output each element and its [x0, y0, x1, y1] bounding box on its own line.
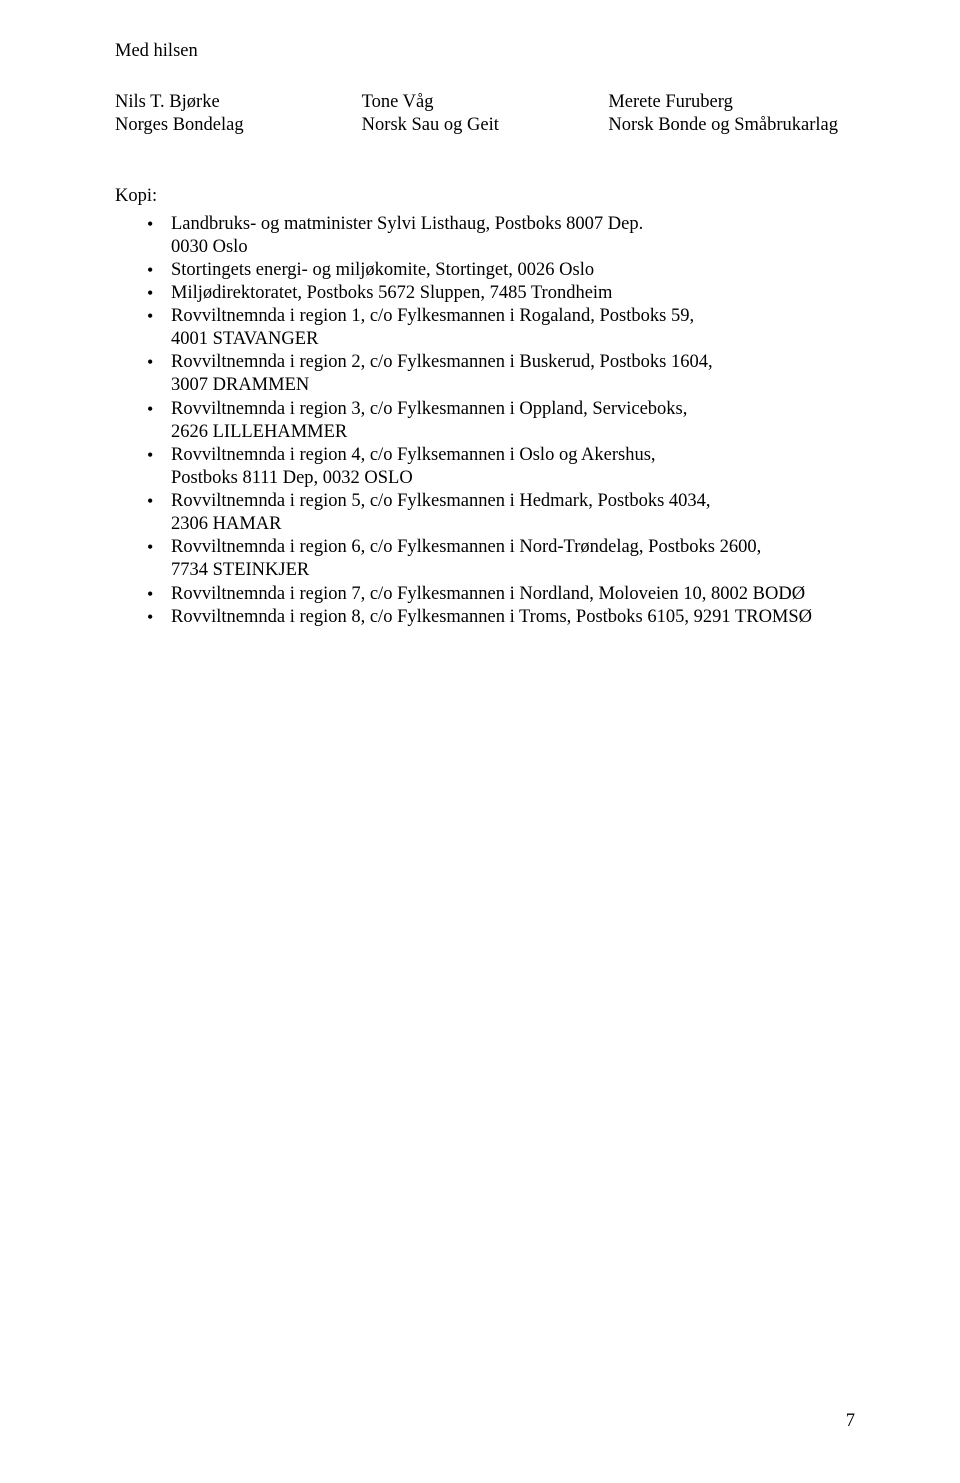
signature-block: Nils T. Bjørke Norges Bondelag Tone Våg …	[115, 91, 855, 137]
signatory-3-name: Merete Furuberg	[608, 91, 855, 114]
copy-label: Kopi:	[115, 185, 855, 208]
list-item-line: 7734 STEINKJER	[171, 559, 855, 582]
document-page: Med hilsen Nils T. Bjørke Norges Bondela…	[0, 0, 960, 1483]
signatory-3-org: Norsk Bonde og Småbrukarlag	[608, 114, 855, 137]
list-item-line: 0030 Oslo	[171, 236, 855, 259]
signatory-2-name: Tone Våg	[362, 91, 609, 114]
list-item-line: 4001 STAVANGER	[171, 328, 855, 351]
list-item: Rovviltnemnda i region 6, c/o Fylkesmann…	[147, 536, 855, 582]
list-item: Rovviltnemnda i region 8, c/o Fylkesmann…	[147, 606, 855, 629]
list-item: Rovviltnemnda i region 1, c/o Fylkesmann…	[147, 305, 855, 351]
list-item-line: Rovviltnemnda i region 4, c/o Fylksemann…	[171, 444, 855, 467]
list-item-line: 2306 HAMAR	[171, 513, 855, 536]
list-item: Landbruks- og matminister Sylvi Listhaug…	[147, 213, 855, 259]
list-item: Rovviltnemnda i region 4, c/o Fylksemann…	[147, 444, 855, 490]
list-item: Rovviltnemnda i region 7, c/o Fylkesmann…	[147, 583, 855, 606]
list-item-line: Rovviltnemnda i region 1, c/o Fylkesmann…	[171, 305, 855, 328]
list-item-line: Miljødirektoratet, Postboks 5672 Sluppen…	[171, 282, 855, 305]
signatory-1-org: Norges Bondelag	[115, 114, 362, 137]
list-item: Stortingets energi- og miljøkomite, Stor…	[147, 259, 855, 282]
list-item-line: Postboks 8111 Dep, 0032 OSLO	[171, 467, 855, 490]
signatory-1-name: Nils T. Bjørke	[115, 91, 362, 114]
list-item-line: Rovviltnemnda i region 7, c/o Fylkesmann…	[171, 583, 855, 606]
list-item-line: Rovviltnemnda i region 2, c/o Fylkesmann…	[171, 351, 855, 374]
list-item-line: Rovviltnemnda i region 3, c/o Fylkesmann…	[171, 398, 855, 421]
list-item: Rovviltnemnda i region 5, c/o Fylkesmann…	[147, 490, 855, 536]
signature-col-3: Merete Furuberg Norsk Bonde og Småbrukar…	[608, 91, 855, 137]
page-number: 7	[846, 1410, 855, 1433]
list-item-line: Stortingets energi- og miljøkomite, Stor…	[171, 259, 855, 282]
list-item-line: Rovviltnemnda i region 5, c/o Fylkesmann…	[171, 490, 855, 513]
list-item: Rovviltnemnda i region 2, c/o Fylkesmann…	[147, 351, 855, 397]
signature-col-1: Nils T. Bjørke Norges Bondelag	[115, 91, 362, 137]
list-item-line: Landbruks- og matminister Sylvi Listhaug…	[171, 213, 855, 236]
list-item: Rovviltnemnda i region 3, c/o Fylkesmann…	[147, 398, 855, 444]
list-item-line: Rovviltnemnda i region 8, c/o Fylkesmann…	[171, 606, 855, 629]
signature-col-2: Tone Våg Norsk Sau og Geit	[362, 91, 609, 137]
list-item-line: 3007 DRAMMEN	[171, 374, 855, 397]
list-item-line: Rovviltnemnda i region 6, c/o Fylkesmann…	[171, 536, 855, 559]
copy-recipient-list: Landbruks- og matminister Sylvi Listhaug…	[147, 213, 855, 629]
list-item-line: 2626 LILLEHAMMER	[171, 421, 855, 444]
list-item: Miljødirektoratet, Postboks 5672 Sluppen…	[147, 282, 855, 305]
greeting-line: Med hilsen	[115, 40, 855, 63]
signatory-2-org: Norsk Sau og Geit	[362, 114, 609, 137]
